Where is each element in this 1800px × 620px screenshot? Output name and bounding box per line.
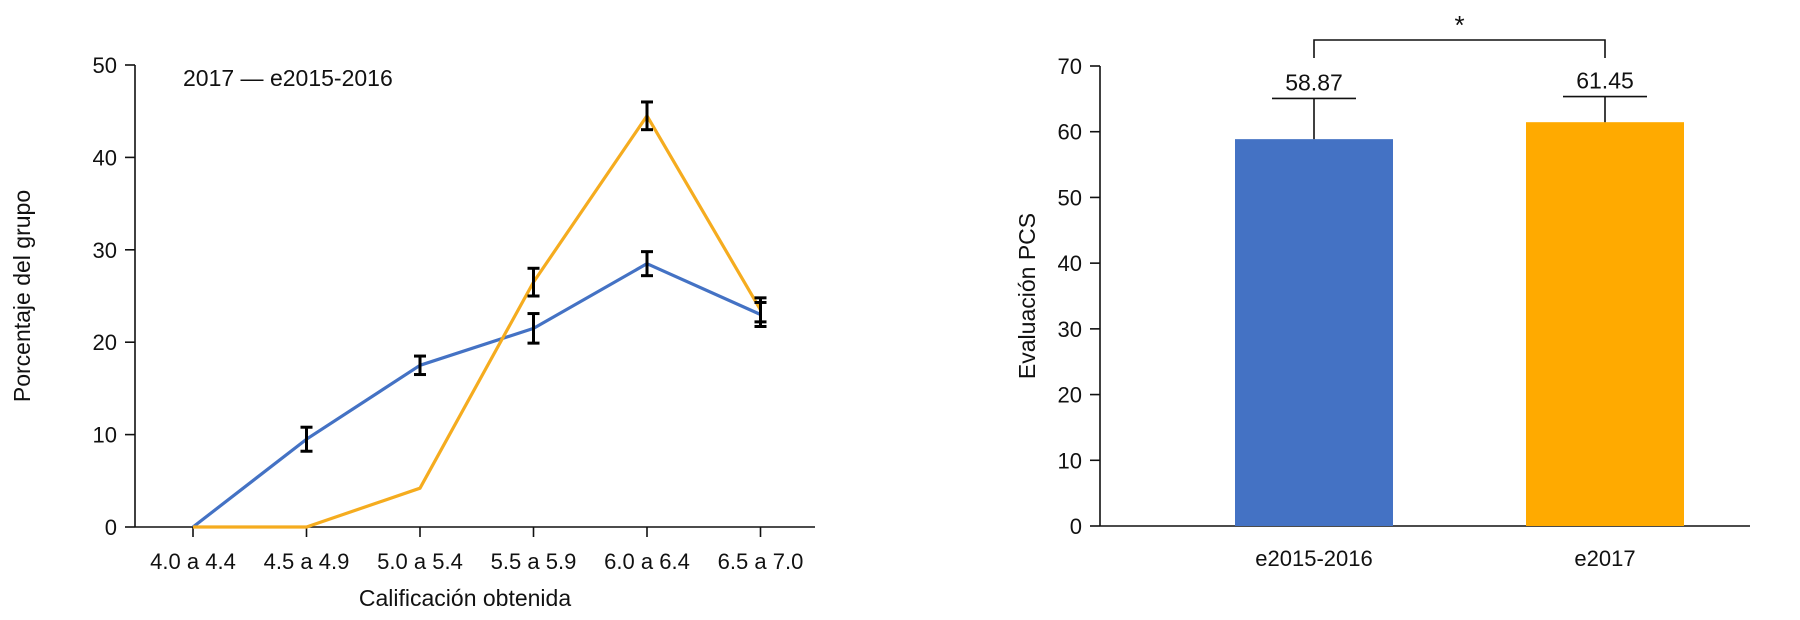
line-chart-error-bars: [300, 100, 767, 453]
y-tick-label: 10: [93, 423, 117, 448]
y-tick-label: 50: [93, 53, 117, 78]
bar-chart-bars: 58.87 61.45: [1235, 68, 1684, 526]
x-tick-label: 5.0 a 5.4: [377, 549, 463, 574]
significance-marker: *: [1454, 10, 1464, 40]
line-chart-x-axis-title: Calificación obtenida: [359, 585, 571, 611]
y-tick-label: 30: [1058, 317, 1082, 342]
y-tick-label: 40: [1058, 251, 1082, 276]
line-chart-y-ticks: 0 10 20 30 40 50: [93, 53, 135, 540]
x-tick-label: 4.0 a 4.4: [150, 549, 236, 574]
bar-chart-x-ticks: e2015-2016 e2017: [1255, 546, 1635, 571]
significance-bracket: *: [1313, 10, 1606, 58]
y-tick-label: 20: [93, 330, 117, 355]
bar-2: [1526, 122, 1684, 526]
x-tick-label: 6.0 a 6.4: [604, 549, 690, 574]
line-chart-legend: 2017 — e2015-2016: [183, 65, 393, 91]
series-line-1: [192, 262, 762, 529]
x-tick-label: e2017: [1574, 546, 1635, 571]
x-tick-label: e2015-2016: [1255, 546, 1372, 571]
y-tick-label: 40: [93, 145, 117, 170]
y-tick-label: 0: [1070, 514, 1082, 539]
bar-value-label: 61.45: [1576, 68, 1634, 94]
bar-value-label: 58.87: [1285, 69, 1343, 95]
series-line-2: [193, 114, 762, 529]
bar-1: [1235, 139, 1393, 526]
significance-line: [1313, 39, 1606, 58]
line-chart-y-axis-title: Porcentaje del grupo: [9, 190, 35, 402]
bar-chart-y-ticks: 0 10 20 30 40 50 60 70: [1058, 54, 1100, 539]
line-chart-x-ticks: 4.0 a 4.4 4.5 a 4.9 5.0 a 5.4 5.5 a 5.9 6.0 …: [150, 527, 803, 574]
y-tick-label: 50: [1058, 185, 1082, 210]
y-tick-label: 20: [1058, 383, 1082, 408]
line-chart-series: [192, 114, 762, 529]
x-tick-label: 6.5 a 7.0: [718, 549, 804, 574]
y-tick-label: 60: [1058, 120, 1082, 145]
y-tick-label: 70: [1058, 54, 1082, 79]
x-tick-label: 4.5 a 4.9: [264, 549, 350, 574]
y-tick-label: 0: [105, 515, 117, 540]
x-tick-label: 5.5 a 5.9: [491, 549, 577, 574]
line-chart: 0 10 20 30 40 50 4.0 a 4.4 4.5 a 4.9 5.0 a 5.4 5…: [9, 53, 815, 611]
y-tick-label: 30: [93, 238, 117, 263]
y-tick-label: 10: [1058, 448, 1082, 473]
bar-chart-y-axis-title: Evaluación PCS: [1014, 213, 1040, 379]
